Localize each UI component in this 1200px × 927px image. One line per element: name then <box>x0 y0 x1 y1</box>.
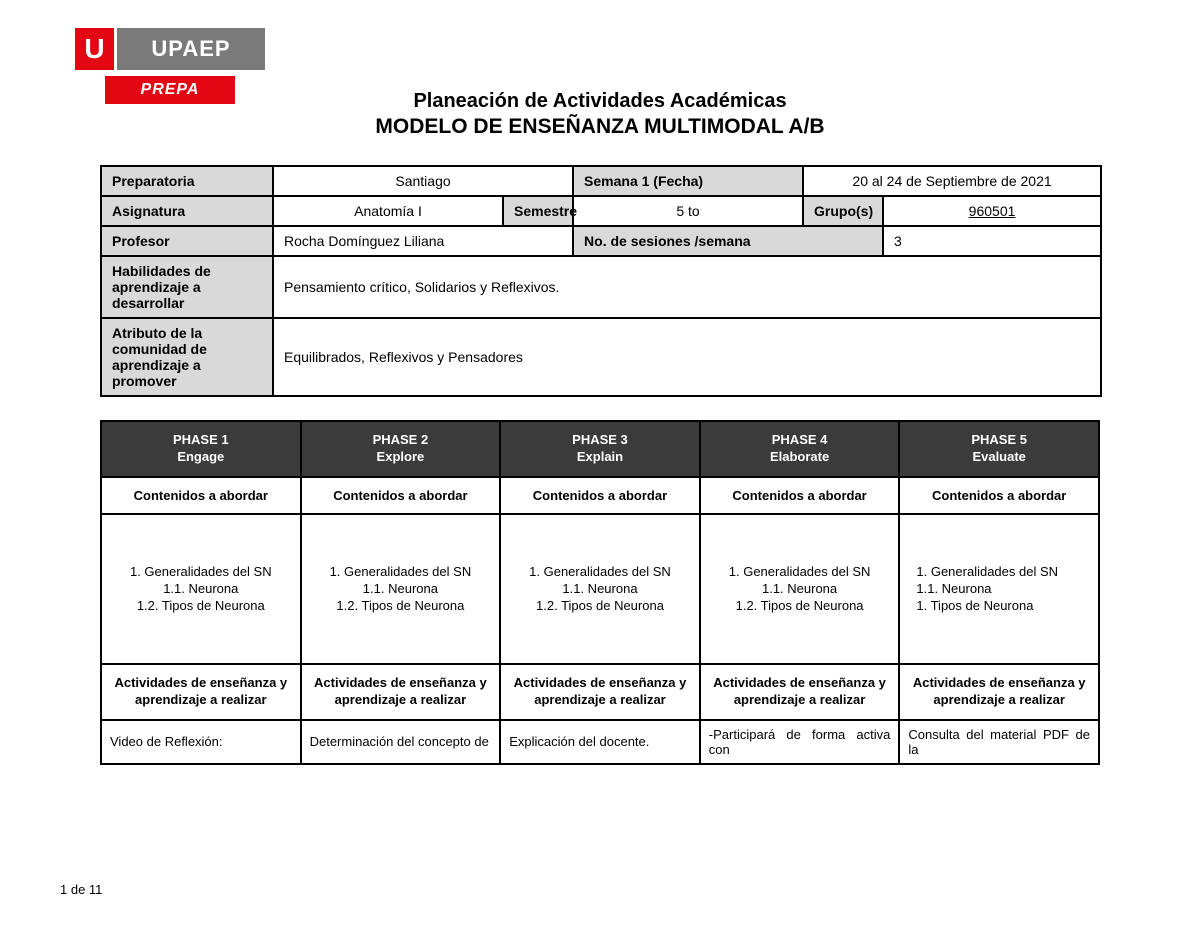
document-title-block: Planeación de Actividades Académicas MOD… <box>0 90 1200 139</box>
phase-name: Evaluate <box>972 449 1025 464</box>
label-preparatoria: Preparatoria <box>101 166 273 196</box>
activity-cell-4: -Participará de forma activa con <box>700 720 900 764</box>
phase-header-1: PHASE 1 Engage <box>101 421 301 477</box>
content-line: 1.2. Tipos de Neurona <box>709 598 891 613</box>
content-line: 1.1. Neurona <box>110 581 292 596</box>
label-semana: Semana 1 (Fecha) <box>573 166 803 196</box>
content-cell-4: 1. Generalidades del SN 1.1. Neurona 1.2… <box>700 514 900 664</box>
content-line: 1.1. Neurona <box>916 581 1090 596</box>
activity-cell-1: Video de Reflexión: <box>101 720 301 764</box>
activities-header: Actividades de enseñanza y aprendizaje a… <box>301 664 501 720</box>
phase-table: PHASE 1 Engage PHASE 2 Explore PHASE 3 E… <box>100 420 1100 765</box>
title-line-1: Planeación de Actividades Académicas <box>0 90 1200 113</box>
value-asignatura: Anatomía I <box>273 196 503 226</box>
sub-header-row: Contenidos a abordar Contenidos a aborda… <box>101 477 1099 514</box>
phase-num: PHASE 4 <box>772 432 828 447</box>
value-sesiones: 3 <box>883 226 1101 256</box>
phase-num: PHASE 5 <box>971 432 1027 447</box>
content-line: 1.2. Tipos de Neurona <box>110 598 292 613</box>
activity-cell-3: Explicación del docente. <box>500 720 700 764</box>
activity-cell-2: Determinación del concepto de <box>301 720 501 764</box>
content-cell-1: 1. Generalidades del SN 1.1. Neurona 1.2… <box>101 514 301 664</box>
activities-header: Actividades de enseñanza y aprendizaje a… <box>500 664 700 720</box>
info-table: Preparatoria Santiago Semana 1 (Fecha) 2… <box>100 165 1102 397</box>
activities-header: Actividades de enseñanza y aprendizaje a… <box>899 664 1099 720</box>
content-line: 1.1. Neurona <box>709 581 891 596</box>
logo-top-row: U UPAEP <box>75 28 265 70</box>
content-line: 1.2. Tipos de Neurona <box>310 598 492 613</box>
content-line: 1. Generalidades del SN <box>509 564 691 579</box>
content-line: 1.1. Neurona <box>509 581 691 596</box>
value-grupos: 960501 <box>883 196 1101 226</box>
content-cell-5: 1. Generalidades del SN 1.1. Neurona 1. … <box>899 514 1099 664</box>
value-atributo: Equilibrados, Reflexivos y Pensadores <box>273 318 1101 396</box>
content-row: 1. Generalidades del SN 1.1. Neurona 1.2… <box>101 514 1099 664</box>
activities-body-row: Video de Reflexión: Determinación del co… <box>101 720 1099 764</box>
label-profesor: Profesor <box>101 226 273 256</box>
phase-header-5: PHASE 5 Evaluate <box>899 421 1099 477</box>
table-row: Habilidades de aprendizaje a desarrollar… <box>101 256 1101 318</box>
activities-header: Actividades de enseñanza y aprendizaje a… <box>700 664 900 720</box>
activities-header: Actividades de enseñanza y aprendizaje a… <box>101 664 301 720</box>
content-line: 1. Generalidades del SN <box>310 564 492 579</box>
phase-name: Elaborate <box>770 449 829 464</box>
phase-num: PHASE 1 <box>173 432 229 447</box>
phase-header-3: PHASE 3 Explain <box>500 421 700 477</box>
activity-cell-5: Consulta del material PDF de la <box>899 720 1099 764</box>
value-profesor: Rocha Domínguez Liliana <box>273 226 573 256</box>
sub-header: Contenidos a abordar <box>899 477 1099 514</box>
value-semana: 20 al 24 de Septiembre de 2021 <box>803 166 1101 196</box>
content-line: 1.1. Neurona <box>310 581 492 596</box>
logo-u-mark: U <box>75 28 117 70</box>
sub-header: Contenidos a abordar <box>301 477 501 514</box>
label-semestre: Semestre <box>503 196 573 226</box>
content-line: 1.2. Tipos de Neurona <box>509 598 691 613</box>
table-row: Profesor Rocha Domínguez Liliana No. de … <box>101 226 1101 256</box>
table-row: Atributo de la comunidad de aprendizaje … <box>101 318 1101 396</box>
content-line: 1. Generalidades del SN <box>709 564 891 579</box>
content-cell-3: 1. Generalidades del SN 1.1. Neurona 1.2… <box>500 514 700 664</box>
phase-header-4: PHASE 4 Elaborate <box>700 421 900 477</box>
phase-num: PHASE 3 <box>572 432 628 447</box>
content-cell-2: 1. Generalidades del SN 1.1. Neurona 1.2… <box>301 514 501 664</box>
value-habilidades: Pensamiento crítico, Solidarios y Reflex… <box>273 256 1101 318</box>
activities-header-row: Actividades de enseñanza y aprendizaje a… <box>101 664 1099 720</box>
table-row: Preparatoria Santiago Semana 1 (Fecha) 2… <box>101 166 1101 196</box>
label-atributo: Atributo de la comunidad de aprendizaje … <box>101 318 273 396</box>
title-line-2: MODELO DE ENSEÑANZA MULTIMODAL A/B <box>0 115 1200 139</box>
phase-num: PHASE 2 <box>373 432 429 447</box>
content-line: 1. Generalidades del SN <box>110 564 292 579</box>
label-habilidades: Habilidades de aprendizaje a desarrollar <box>101 256 273 318</box>
label-asignatura: Asignatura <box>101 196 273 226</box>
page-number: 1 de 11 <box>60 882 102 897</box>
phase-header-row: PHASE 1 Engage PHASE 2 Explore PHASE 3 E… <box>101 421 1099 477</box>
phase-name: Explore <box>377 449 425 464</box>
label-grupos: Grupo(s) <box>803 196 883 226</box>
sub-header: Contenidos a abordar <box>101 477 301 514</box>
phase-name: Engage <box>177 449 224 464</box>
sub-header: Contenidos a abordar <box>700 477 900 514</box>
content-line: 1. Tipos de Neurona <box>916 598 1090 613</box>
content-line: 1. Generalidades del SN <box>916 564 1090 579</box>
sub-header: Contenidos a abordar <box>500 477 700 514</box>
value-semestre: 5 to <box>573 196 803 226</box>
phase-header-2: PHASE 2 Explore <box>301 421 501 477</box>
value-preparatoria: Santiago <box>273 166 573 196</box>
label-sesiones: No. de sesiones /semana <box>573 226 883 256</box>
logo-upaep-text: UPAEP <box>117 28 265 70</box>
table-row: Asignatura Anatomía I Semestre 5 to Grup… <box>101 196 1101 226</box>
phase-name: Explain <box>577 449 623 464</box>
